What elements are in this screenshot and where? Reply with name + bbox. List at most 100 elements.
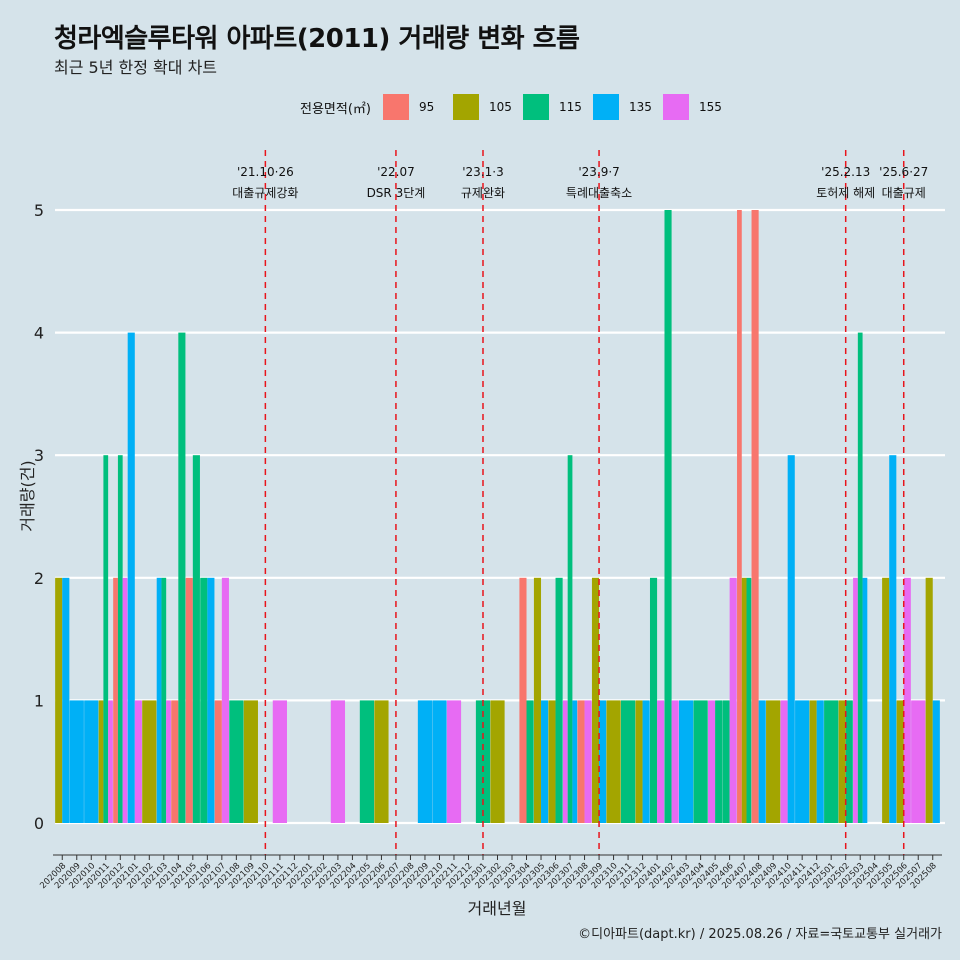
bar-202406-155 xyxy=(729,577,737,823)
bar-202412-135 xyxy=(816,700,824,823)
y-axis-label: 거래량(건) xyxy=(18,460,37,531)
event-date: '23.1·3 xyxy=(462,165,503,179)
event-date: '21.10·26 xyxy=(237,165,294,179)
bar-202401-115 xyxy=(649,577,658,823)
bar-202305-105 xyxy=(533,577,542,823)
event-label: 대출규제강화 xyxy=(232,186,298,200)
legend-label-115: 115 xyxy=(558,100,582,114)
bar-202106-115 xyxy=(200,577,208,823)
bar-202205-115 xyxy=(359,700,375,823)
bar-202008-135 xyxy=(62,577,70,823)
bar-202304-115 xyxy=(526,700,534,823)
bar-202407-105 xyxy=(741,577,747,823)
y-tick-label: 3 xyxy=(34,446,44,465)
bar-202502-115 xyxy=(845,700,853,823)
event-label: DSR 3단계 xyxy=(367,186,426,200)
bar-202508-105 xyxy=(925,577,933,823)
y-tick-label: 0 xyxy=(34,814,44,833)
event-label: 규제완화 xyxy=(461,186,505,200)
bar-202010-135 xyxy=(84,700,99,823)
bar-202310-105 xyxy=(606,700,621,823)
bar-202306-115 xyxy=(555,577,563,823)
legend-item-115: 115 xyxy=(522,94,587,120)
bar-202402-115 xyxy=(664,210,672,823)
bar-202308-155 xyxy=(584,700,592,823)
legend-item-95: 95 xyxy=(382,94,447,120)
bars xyxy=(55,210,940,823)
bar-202308-95 xyxy=(577,700,585,823)
bar-202103-135 xyxy=(156,577,162,823)
y-tick-label: 1 xyxy=(34,691,44,710)
bar-202307-115 xyxy=(567,455,573,823)
bar-202105-115 xyxy=(192,455,200,823)
bar-202508-135 xyxy=(932,700,940,823)
bar-202312-135 xyxy=(642,700,650,823)
bar-202012-95 xyxy=(113,577,118,823)
event-label: 특례대출축소 xyxy=(566,186,632,200)
legend-label-135: 135 xyxy=(628,100,652,114)
bar-202410-155 xyxy=(780,700,788,823)
bar-202011-155 xyxy=(108,700,113,823)
bar-202503-115 xyxy=(857,332,863,823)
y-tick-label: 2 xyxy=(34,569,44,588)
event-date: '22.07 xyxy=(377,165,415,179)
bar-202506-105 xyxy=(896,700,904,823)
bar-202311-115 xyxy=(620,700,636,823)
bar-202206-105 xyxy=(374,700,389,823)
event-date: '23.9·7 xyxy=(578,165,619,179)
chart-title: 청라엑슬루타워 아파트(2011) 거래량 변화 흐름 xyxy=(54,24,580,54)
bar-202103-115 xyxy=(161,577,167,823)
bar-202108-115 xyxy=(229,700,244,823)
bar-202011-105 xyxy=(98,700,104,823)
bar-202101-135 xyxy=(127,332,135,823)
bar-202103-155 xyxy=(166,700,171,823)
legend-swatch-105 xyxy=(452,94,479,120)
bar-202106-135 xyxy=(207,577,215,823)
event-lines: '21.10·26 대출규제강화 '22.07 DSR 3단계 '23.1·3 규제완화 '… xyxy=(232,150,928,855)
bar-202309-135 xyxy=(599,700,607,823)
bar-202011-115 xyxy=(103,455,109,823)
legend-swatch-135 xyxy=(592,94,619,120)
bar-202008-105 xyxy=(55,577,63,823)
bar-202407-95 xyxy=(737,210,742,823)
bar-202209-135 xyxy=(417,700,433,823)
event-date: '25.2.13 xyxy=(821,165,870,179)
bar-202109-105 xyxy=(243,700,258,823)
bar-202412-105 xyxy=(809,700,817,823)
bar-202307-155 xyxy=(562,700,568,823)
bar-202012-155 xyxy=(122,577,128,823)
legend-swatch-95 xyxy=(382,94,409,120)
bar-202409-105 xyxy=(766,700,781,823)
bar-202307-135 xyxy=(572,700,578,823)
bar-202210-135 xyxy=(432,700,447,823)
chart-subtitle: 최근 5년 한정 확대 차트 xyxy=(54,58,218,77)
bar-202405-155 xyxy=(708,700,716,823)
y-tick-label: 4 xyxy=(34,324,44,343)
legend-swatch-155 xyxy=(662,94,689,120)
bar-202306-105 xyxy=(548,700,556,823)
legend-swatch-115 xyxy=(522,94,549,120)
bar-202501-115 xyxy=(824,700,839,823)
bar-202507-155 xyxy=(911,700,926,823)
legend-label-155: 155 xyxy=(698,100,722,114)
bar-202506-155 xyxy=(903,577,911,823)
legend-item-105: 105 xyxy=(452,94,517,120)
bar-202402-155 xyxy=(671,700,679,823)
bar-202411-135 xyxy=(795,700,810,823)
bar-202301-115 xyxy=(475,700,491,823)
bar-202407-115 xyxy=(746,577,752,823)
bar-202012-115 xyxy=(117,455,123,823)
bar-202104-115 xyxy=(178,332,186,823)
legend-title: 전용면적(㎡) xyxy=(300,101,371,117)
bar-202405-115 xyxy=(715,700,723,823)
bar-202107-155 xyxy=(221,577,229,823)
bar-202505-135 xyxy=(889,455,897,823)
y-tick-label: 5 xyxy=(34,201,44,220)
legend-label-95: 95 xyxy=(418,100,435,114)
bar-202401-155 xyxy=(657,700,665,823)
bar-202105-95 xyxy=(185,577,193,823)
bar-202503-155 xyxy=(853,577,858,823)
event-date: '25.6·27 xyxy=(879,165,928,179)
bar-202404-115 xyxy=(693,700,708,823)
